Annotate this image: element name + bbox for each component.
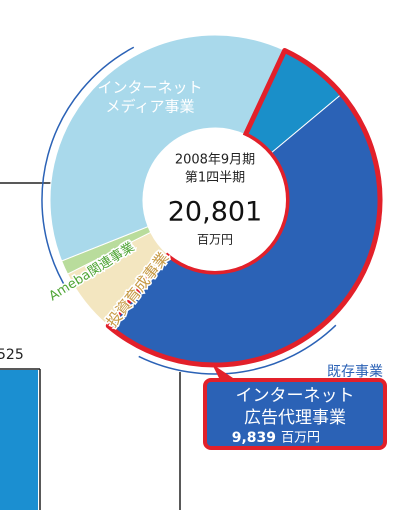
center-label: 2008年9月期 (175, 153, 255, 168)
center-unit: 百万円 (197, 233, 233, 247)
slice-label: メディア事業 (106, 98, 195, 116)
center-total: 20,801 (168, 197, 262, 228)
bar-fragment (0, 370, 38, 510)
highlight-outline (105, 47, 383, 368)
pie-slice (49, 34, 286, 262)
callout-unit: 百万円 (281, 431, 320, 446)
center-disc (144, 129, 286, 271)
callout-label: 広告代理事業 (244, 408, 346, 428)
center-label: 第1四半期 (185, 171, 245, 186)
bracket-label: 既存事業 (327, 364, 383, 380)
bracket (41, 46, 135, 293)
callout-box (203, 378, 387, 450)
callout-value: 9,839 (232, 430, 276, 446)
slice-label: インターネット (97, 79, 202, 97)
bracket (138, 324, 337, 375)
callout-label: インターネット (236, 386, 355, 406)
fragment-label: 525 (0, 347, 24, 363)
